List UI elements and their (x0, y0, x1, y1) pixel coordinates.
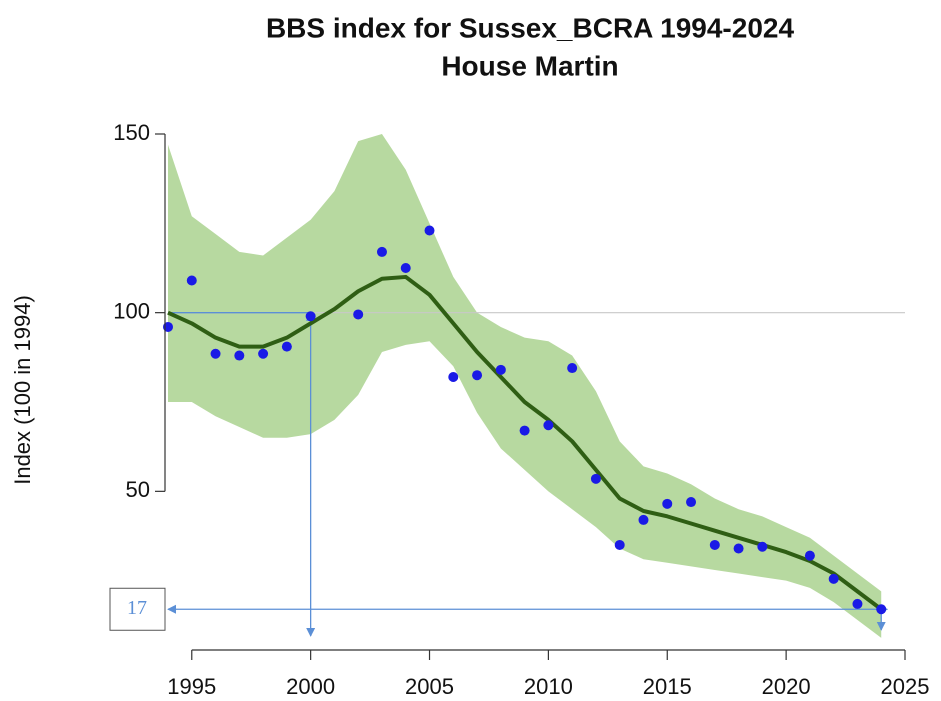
data-point (876, 604, 887, 615)
x-tick-label: 2025 (881, 674, 930, 699)
chart-title: BBS index for Sussex_BCRA 1994-2024 (266, 12, 795, 43)
data-point (733, 543, 744, 554)
y-tick-label: 100 (113, 298, 150, 323)
data-point (281, 341, 292, 352)
data-point (305, 311, 316, 322)
data-point (376, 246, 387, 257)
data-point (424, 225, 435, 236)
y-tick-label: 50 (126, 477, 150, 502)
annotation-label: 17 (127, 597, 147, 619)
data-point (804, 550, 815, 561)
x-tick-label: 2000 (286, 674, 335, 699)
data-point (757, 541, 768, 552)
y-axis-label: Index (100 in 1994) (10, 295, 35, 485)
confidence-band (168, 134, 882, 638)
x-tick-label: 2020 (762, 674, 811, 699)
chart-subtitle: House Martin (441, 50, 618, 81)
x-tick-label: 2015 (643, 674, 692, 699)
y-tick-label: 150 (113, 120, 150, 145)
data-point (186, 275, 197, 286)
annotation-box (109, 587, 166, 631)
data-point (567, 363, 578, 374)
data-point (614, 539, 625, 550)
data-point (472, 370, 483, 381)
x-tick-label: 2005 (405, 674, 454, 699)
data-point (852, 598, 863, 609)
data-point (709, 539, 720, 550)
data-point (686, 497, 697, 508)
data-point (258, 348, 269, 359)
data-point (828, 573, 839, 584)
data-point (638, 514, 649, 525)
data-point (519, 425, 530, 436)
data-point (353, 309, 364, 320)
data-point (662, 498, 673, 509)
data-point (543, 420, 554, 431)
data-point (210, 348, 221, 359)
x-tick-label: 1995 (167, 674, 216, 699)
x-tick-label: 2010 (524, 674, 573, 699)
data-point (590, 473, 601, 484)
data-point (448, 371, 459, 382)
data-point (495, 364, 506, 375)
data-point (234, 350, 245, 361)
data-point (400, 263, 411, 274)
